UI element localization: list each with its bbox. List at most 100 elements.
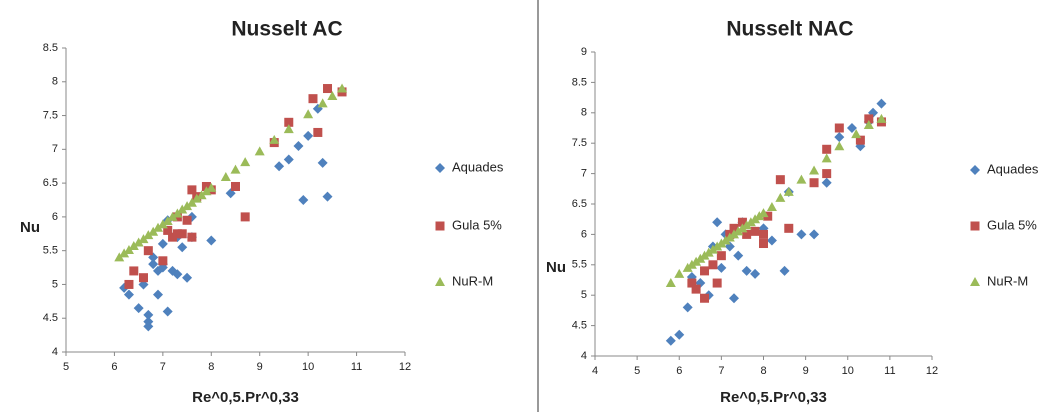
point [313,128,322,137]
point [182,273,192,283]
point [767,202,777,211]
y-tick-label: 8.5 [43,42,58,54]
point [876,99,886,109]
point [318,158,328,168]
point [742,266,752,276]
point [231,165,241,174]
point [834,141,844,150]
y-tick-label: 4.5 [572,320,587,332]
point [231,182,240,191]
y-axis-label: Nu [546,259,566,276]
point [692,285,701,294]
point [822,178,832,188]
y-tick-label: 5.5 [43,245,58,257]
point [303,109,313,118]
point [712,217,722,227]
x-tick-label: 9 [257,361,263,373]
x-tick-label: 10 [842,365,854,377]
point [129,266,138,275]
y-tick-label: 7.5 [43,109,58,121]
legend-marker [436,222,445,231]
point [323,192,333,202]
x-tick-label: 7 [160,361,166,373]
point [163,306,173,316]
x-tick-label: 5 [63,361,69,373]
x-tick-label: 9 [803,365,809,377]
point [796,229,806,239]
chart-title: Nusselt AC [231,18,342,41]
point [708,260,717,269]
page: 4 4.5 5 5.5 6 6.5 7 7.5 8 8.5 5 6 7 8 9 10 11 12 Nusselt A… [0,0,1061,412]
y-tick-label: 8 [52,76,58,88]
point [835,124,844,133]
point [733,251,743,261]
x-tick-label: 8 [760,365,766,377]
legend-marker [435,277,445,286]
legend-label: NuR-M [987,273,1028,288]
point [139,273,148,282]
point [308,94,317,103]
point [784,224,793,233]
y-tick-label: 6.5 [43,177,58,189]
y-tick-label: 4 [581,350,587,362]
y-tick-label: 6 [52,211,58,223]
point [158,256,167,265]
point [134,303,144,313]
point [729,293,739,303]
x-tick-label: 8 [208,361,214,373]
y-tick-label: 9 [581,46,587,58]
y-tick-label: 5.5 [572,259,587,271]
y-tick-label: 8 [581,107,587,119]
x-tick-label: 12 [399,361,411,373]
x-tick-label: 6 [111,361,117,373]
point [255,146,265,155]
point [318,98,328,107]
point [284,154,294,164]
x-tick-label: 10 [302,361,314,373]
point [759,230,768,239]
point [303,131,313,141]
y-tick-label: 5 [52,278,58,290]
point [221,172,231,181]
point [822,145,831,154]
point [809,166,819,175]
point [776,175,785,184]
point [187,233,196,242]
x-axis-label: Re^0,5.Pr^0,33 [720,389,827,406]
point [717,251,726,260]
point [822,153,832,162]
legend-label: Gula 5% [452,217,502,232]
x-tick-label: 11 [884,365,895,377]
y-tick-label: 7 [581,168,587,180]
point [206,236,216,246]
point [298,195,308,205]
chart-title: Nusselt NAC [726,18,853,41]
legend-marker [970,277,980,286]
point [780,266,790,276]
y-tick-label: 6 [581,228,587,240]
point [124,280,133,289]
y-tick-label: 7.5 [572,137,587,149]
point [683,302,693,312]
legend-label: Gula 5% [987,217,1037,232]
point [323,84,332,93]
x-tick-label: 7 [718,365,724,377]
point [674,330,684,340]
point [834,132,844,142]
point [759,239,768,248]
point [700,294,709,303]
point [241,212,250,221]
legend-label: Aquades [452,159,504,174]
y-tick-label: 7 [52,143,58,155]
point [751,227,760,236]
point [810,178,819,187]
point [716,263,726,273]
point [750,269,760,279]
legend-marker [970,165,980,175]
y-tick-label: 4.5 [43,312,58,324]
x-tick-label: 4 [592,365,598,377]
point [178,229,187,238]
y-tick-label: 6.5 [572,198,587,210]
point [809,229,819,239]
y-tick-label: 8.5 [572,76,587,88]
